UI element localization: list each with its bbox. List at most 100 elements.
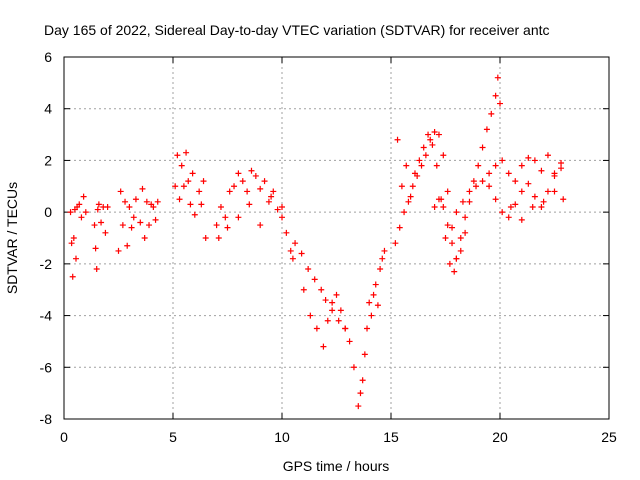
data-point	[68, 240, 75, 247]
data-point	[466, 198, 473, 205]
data-point	[396, 224, 403, 231]
data-point	[551, 188, 558, 195]
data-point	[394, 136, 401, 143]
data-point	[451, 268, 458, 275]
data-point	[479, 144, 486, 151]
data-point	[287, 247, 294, 254]
data-point	[558, 165, 565, 172]
data-point	[374, 302, 381, 309]
y-tick-label: 6	[44, 49, 52, 65]
data-point	[257, 222, 264, 229]
data-point	[418, 162, 425, 169]
data-point	[69, 273, 76, 280]
data-point	[146, 222, 153, 229]
y-tick-label: -6	[40, 359, 53, 375]
data-point	[239, 178, 246, 185]
data-point	[525, 154, 532, 161]
data-point	[405, 198, 412, 205]
data-point	[196, 188, 203, 195]
data-point	[152, 216, 159, 223]
data-point	[274, 206, 281, 213]
data-point	[313, 325, 320, 332]
data-point	[368, 312, 375, 319]
y-tick-label: 0	[44, 204, 52, 220]
data-point	[324, 317, 331, 324]
data-point	[150, 203, 157, 210]
data-point	[444, 222, 451, 229]
data-point	[544, 188, 551, 195]
y-tick-label: -2	[40, 256, 53, 272]
data-point	[213, 222, 220, 229]
data-point	[139, 185, 146, 192]
data-point	[473, 183, 480, 190]
data-point	[466, 188, 473, 195]
data-point	[93, 266, 100, 273]
data-point	[518, 188, 525, 195]
data-point	[433, 162, 440, 169]
data-point	[551, 172, 558, 179]
data-point	[337, 307, 344, 314]
data-point	[279, 203, 285, 210]
axis-ticks: 0 5 10 15 20 25 -8 -6 -4 -2 0 2 4 6	[40, 49, 617, 445]
data-point	[252, 172, 259, 179]
data-point	[512, 201, 519, 208]
data-point	[298, 250, 305, 257]
data-point	[300, 286, 307, 293]
y-tick-label: 4	[44, 101, 52, 117]
data-point	[346, 338, 353, 345]
data-point	[416, 157, 423, 164]
data-point	[512, 178, 519, 185]
data-point	[435, 131, 442, 138]
data-point	[431, 203, 438, 210]
data-point	[333, 291, 340, 298]
x-tick-label: 5	[169, 429, 177, 445]
data-point	[409, 183, 416, 190]
data-point	[540, 198, 547, 205]
data-point	[507, 203, 514, 210]
data-point	[407, 193, 414, 200]
data-point	[191, 211, 198, 218]
x-tick-label: 15	[383, 429, 399, 445]
data-point	[392, 240, 399, 247]
data-point	[137, 219, 144, 226]
data-point	[122, 198, 129, 205]
data-point	[359, 377, 366, 384]
data-point	[453, 255, 460, 262]
data-point	[431, 128, 438, 135]
data-point	[499, 209, 506, 216]
data-point	[355, 403, 362, 410]
data-point	[483, 126, 490, 133]
x-tick-label: 20	[492, 429, 508, 445]
data-point	[231, 183, 238, 190]
data-point	[449, 240, 456, 247]
x-tick-label: 25	[601, 429, 617, 445]
data-point	[440, 152, 447, 159]
data-point	[235, 170, 242, 177]
data-point	[217, 203, 224, 210]
data-point	[518, 162, 525, 169]
data-point	[98, 219, 105, 226]
data-point	[538, 167, 545, 174]
data-point	[398, 183, 405, 190]
data-point	[141, 235, 148, 241]
data-point	[215, 235, 222, 241]
data-point	[486, 183, 493, 190]
data-point	[257, 185, 264, 192]
data-point	[117, 188, 124, 195]
data-point	[67, 209, 74, 216]
x-tick-label: 10	[274, 429, 290, 445]
chart-title: Day 165 of 2022, Sidereal Day-to-day VTE…	[44, 22, 550, 38]
data-point	[82, 209, 89, 216]
data-point	[459, 198, 466, 205]
data-point	[70, 235, 77, 241]
data-point	[185, 178, 192, 185]
data-point	[222, 214, 229, 221]
data-point	[440, 203, 447, 210]
data-point	[525, 180, 532, 187]
data-point	[479, 178, 486, 185]
data-point	[361, 351, 368, 358]
data-point	[198, 201, 205, 208]
x-axis-label: GPS time / hours	[283, 458, 390, 474]
data-point	[311, 276, 318, 283]
data-point	[95, 201, 102, 208]
